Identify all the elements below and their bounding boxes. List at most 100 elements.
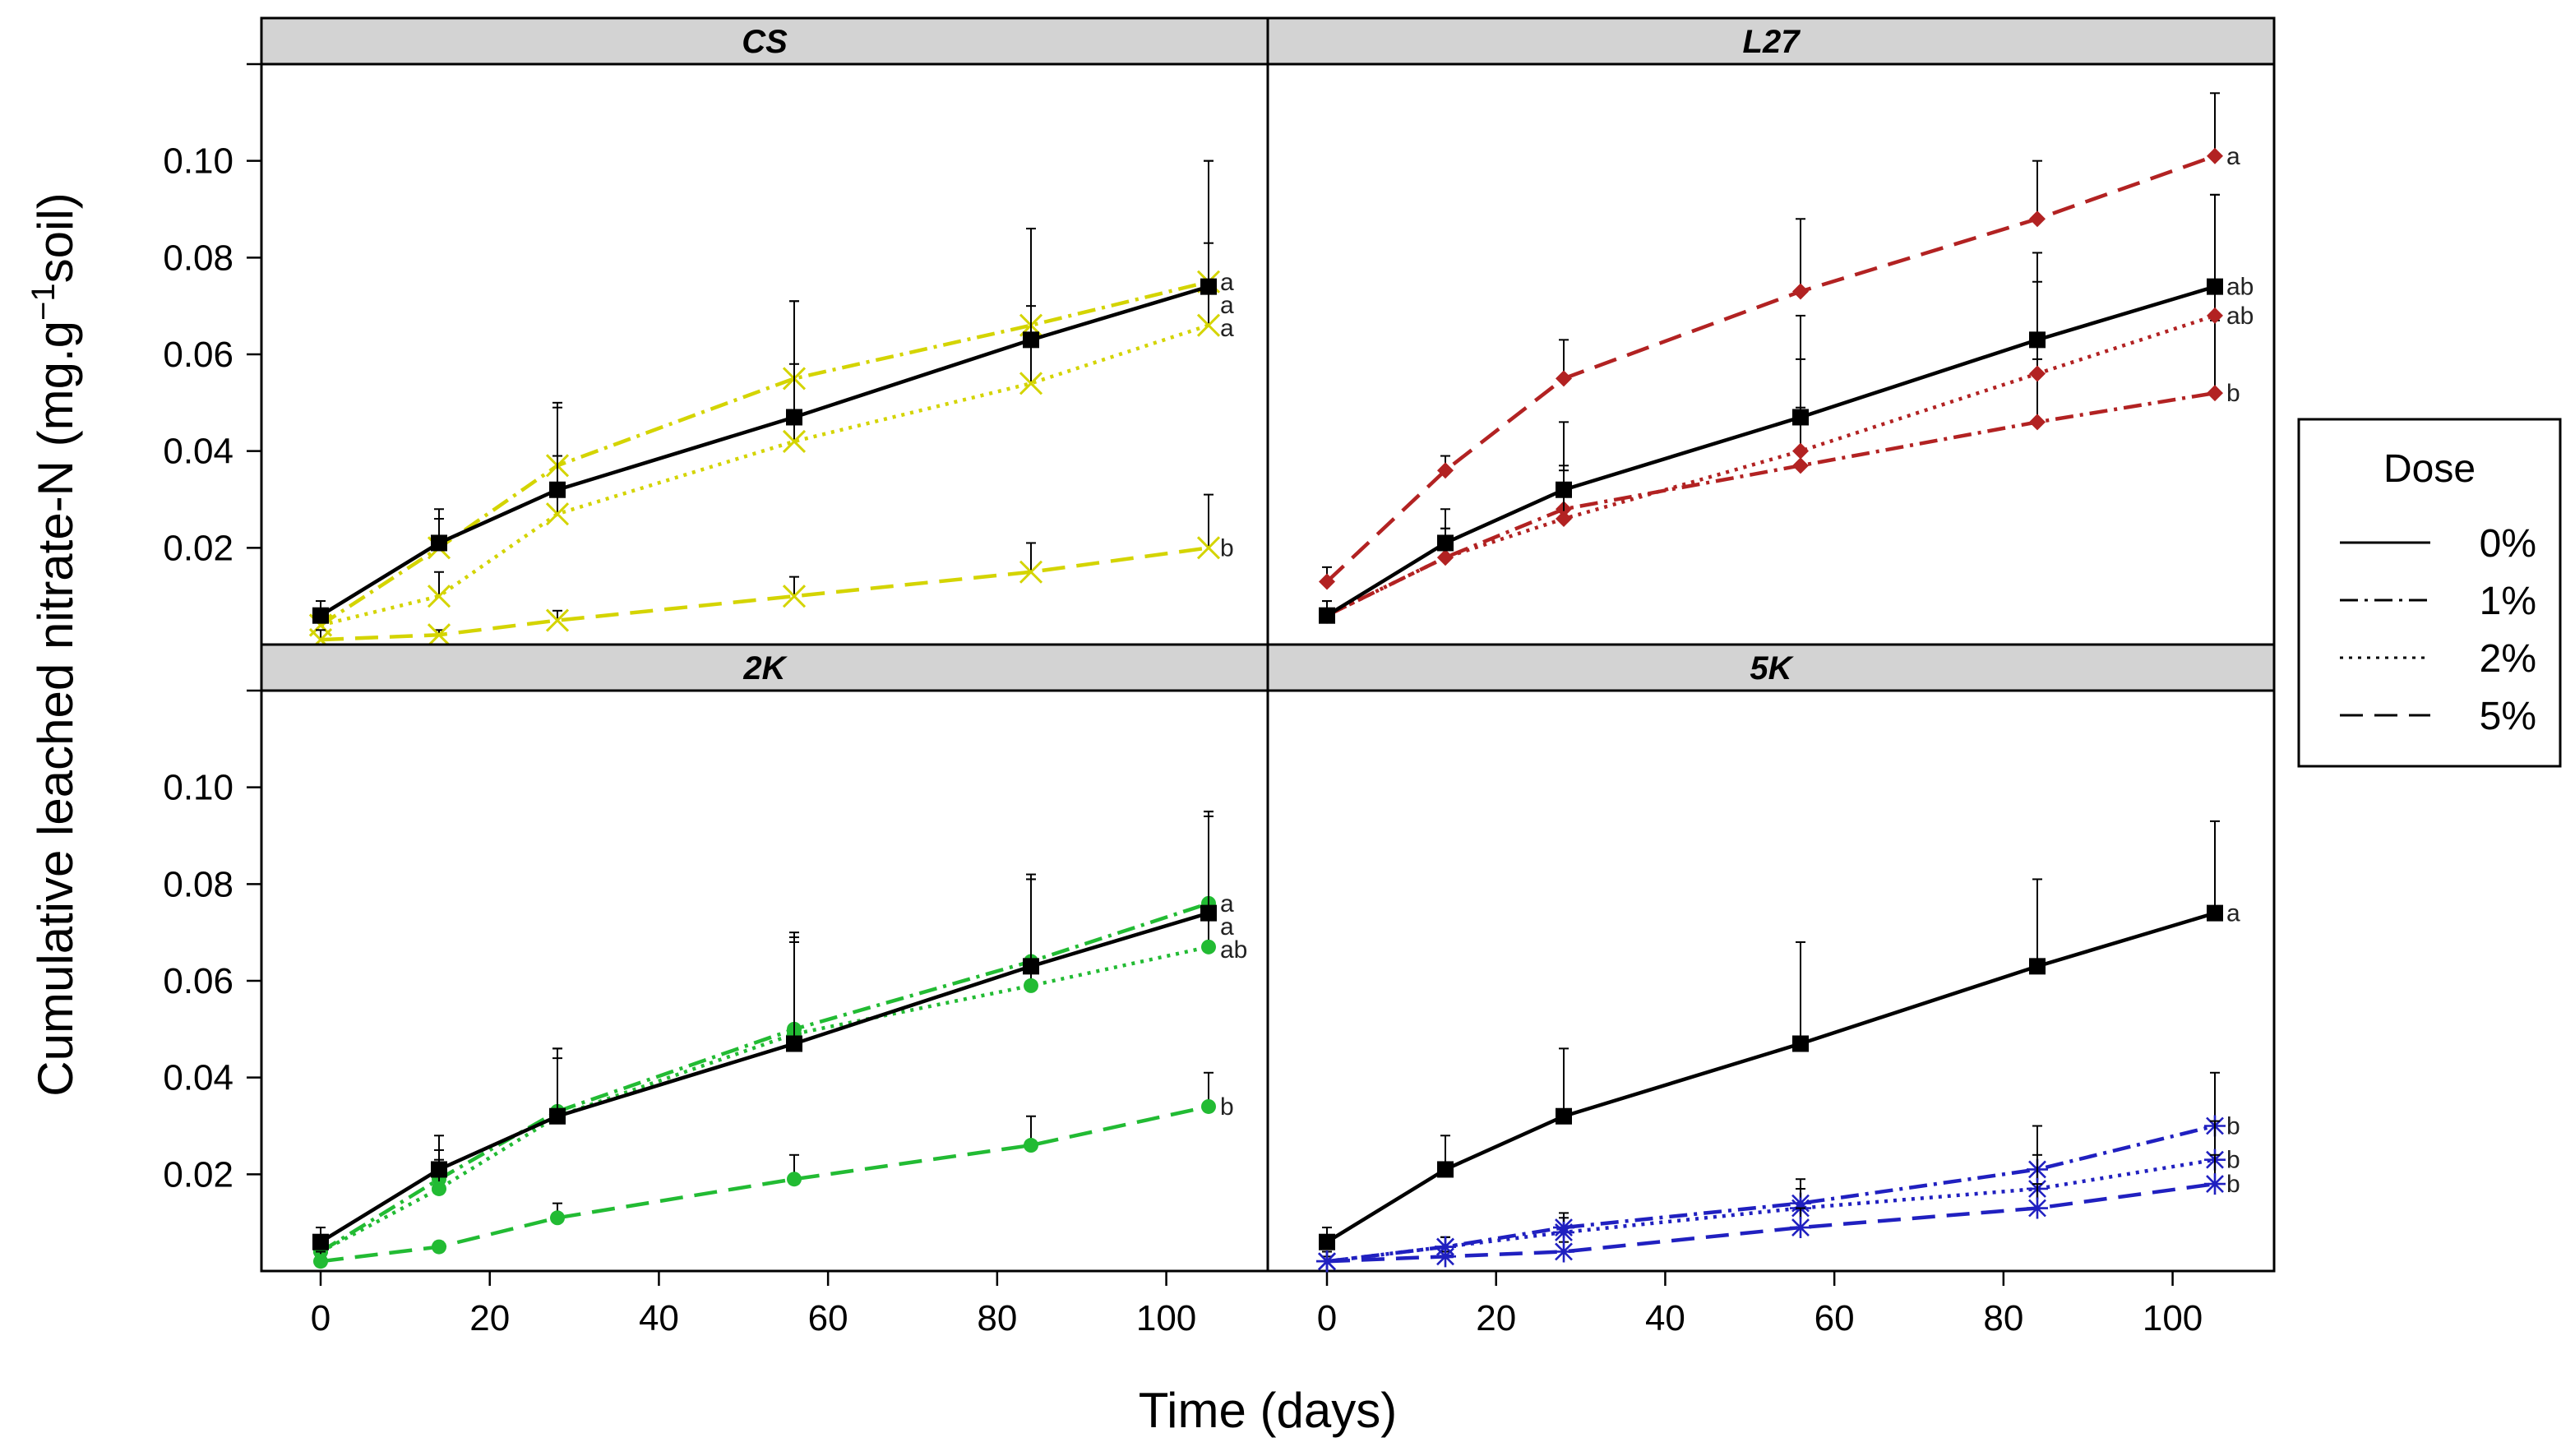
y-tick-label: 0.02 [163, 528, 233, 568]
marker-square [2207, 904, 2223, 922]
marker-star [1553, 1221, 1574, 1243]
marker-dot [550, 1210, 565, 1226]
marker-dot [1201, 939, 1216, 954]
y-tick-label: 0.04 [163, 1058, 233, 1098]
series-L27-0pct [1319, 193, 2223, 624]
significance-letter: ab [2226, 303, 2254, 330]
y-tick-label: 0.06 [163, 961, 233, 1001]
marker-star [1316, 1250, 1338, 1273]
series-line [319, 945, 1209, 1254]
significance-letter: b [2226, 1171, 2240, 1198]
marker-diamond [1556, 370, 1572, 387]
legend-title: Dose [2383, 447, 2476, 491]
marker-square [1319, 1233, 1335, 1250]
series-line [1325, 911, 2216, 1244]
panel-title: L27 [1743, 24, 1801, 60]
series-line [1325, 284, 2216, 617]
marker-diamond [2029, 365, 2046, 382]
marker-cross [782, 585, 807, 608]
x-tick-label: 100 [2143, 1298, 2203, 1338]
series-2K-0pct [312, 815, 1217, 1250]
significance-letter: b [1220, 1093, 1234, 1121]
marker-diamond [2207, 147, 2223, 164]
marker-square [2029, 331, 2046, 349]
marker-square [431, 534, 447, 552]
x-tick-label: 100 [1136, 1298, 1196, 1338]
y-tick-label: 0.08 [163, 238, 233, 278]
y-tick-label: 0.10 [163, 141, 233, 182]
marker-diamond [1792, 442, 1809, 460]
marker-diamond [1437, 462, 1454, 479]
marker-star [1553, 1241, 1574, 1263]
x-tick-label: 80 [1983, 1298, 2023, 1338]
series-line [1326, 1181, 2216, 1264]
y-axis-title-main: Cumulative leached nitrate-N (mg.g [28, 321, 83, 1097]
significance-letter: a [1220, 315, 1234, 342]
marker-square [786, 409, 802, 426]
significance-letter: b [2226, 1113, 2240, 1140]
marker-diamond [1437, 549, 1454, 566]
marker-diamond [2029, 210, 2046, 228]
marker-square [786, 1035, 802, 1052]
series-line [319, 911, 1209, 1244]
marker-cross [1196, 313, 1221, 337]
series-2K-5pct [313, 1071, 1216, 1269]
series-2K-2pct [313, 811, 1216, 1260]
marker-diamond [2207, 385, 2223, 402]
x-tick-label: 40 [1645, 1298, 1685, 1338]
legend-box [2297, 418, 2562, 768]
series-L27-2pct [1319, 193, 2223, 624]
series-L27-1pct [1319, 319, 2223, 624]
series-CS-2pct [308, 242, 1221, 637]
significance-letter: a [1220, 890, 1234, 918]
y-axis-title-superscript: −1 [25, 283, 62, 321]
significance-letter: b [2226, 380, 2240, 407]
marker-dot [1201, 1098, 1216, 1114]
marker-square [1023, 331, 1039, 349]
y-tick-label: 0.04 [163, 432, 233, 472]
marker-star [2027, 1197, 2048, 1219]
x-tick-label: 0 [311, 1298, 331, 1338]
marker-square [1319, 607, 1335, 624]
marker-square [2029, 958, 2046, 975]
marker-cross [427, 585, 451, 608]
legend-label: 0% [2480, 522, 2536, 566]
marker-square [549, 481, 566, 498]
marker-dot [1024, 978, 1038, 993]
panel-strip [260, 643, 1269, 692]
series-line [320, 1104, 1209, 1264]
series-line [1326, 313, 2216, 617]
marker-star [1435, 1246, 1456, 1268]
marker-square [1792, 409, 1809, 426]
marker-square [1200, 278, 1217, 295]
y-tick-label: 0.10 [163, 768, 233, 808]
y-tick-label: 0.06 [163, 335, 233, 375]
marker-cross [545, 502, 570, 526]
marker-cross [1019, 372, 1043, 395]
panel-CS: CS 0.02 0.04 0.06 0.08 0.10 aaa b [163, 16, 1269, 652]
marker-square [312, 1233, 329, 1250]
series-line [320, 546, 1209, 642]
series-CS-0pct [312, 159, 1217, 624]
marker-square [431, 1161, 447, 1178]
series-line [1325, 154, 2216, 584]
legend-label: 1% [2480, 580, 2536, 623]
significance-letter: ab [1220, 936, 1247, 964]
significance-letter: b [2226, 1147, 2240, 1174]
significance-letter: a [1220, 269, 1234, 296]
marker-diamond [1556, 511, 1572, 528]
marker-dot [432, 1239, 446, 1255]
x-tick-label: 60 [808, 1298, 848, 1338]
series-2K-1pct [313, 811, 1216, 1260]
y-tick-label: 0.02 [163, 1154, 233, 1195]
y-tick-label: 0.08 [163, 864, 233, 904]
marker-square [1437, 1161, 1454, 1178]
marker-square [1556, 481, 1572, 498]
marker-cross [1196, 536, 1221, 560]
significance-letter: a [2226, 143, 2240, 170]
series-5K-5pct [1316, 1153, 2226, 1273]
